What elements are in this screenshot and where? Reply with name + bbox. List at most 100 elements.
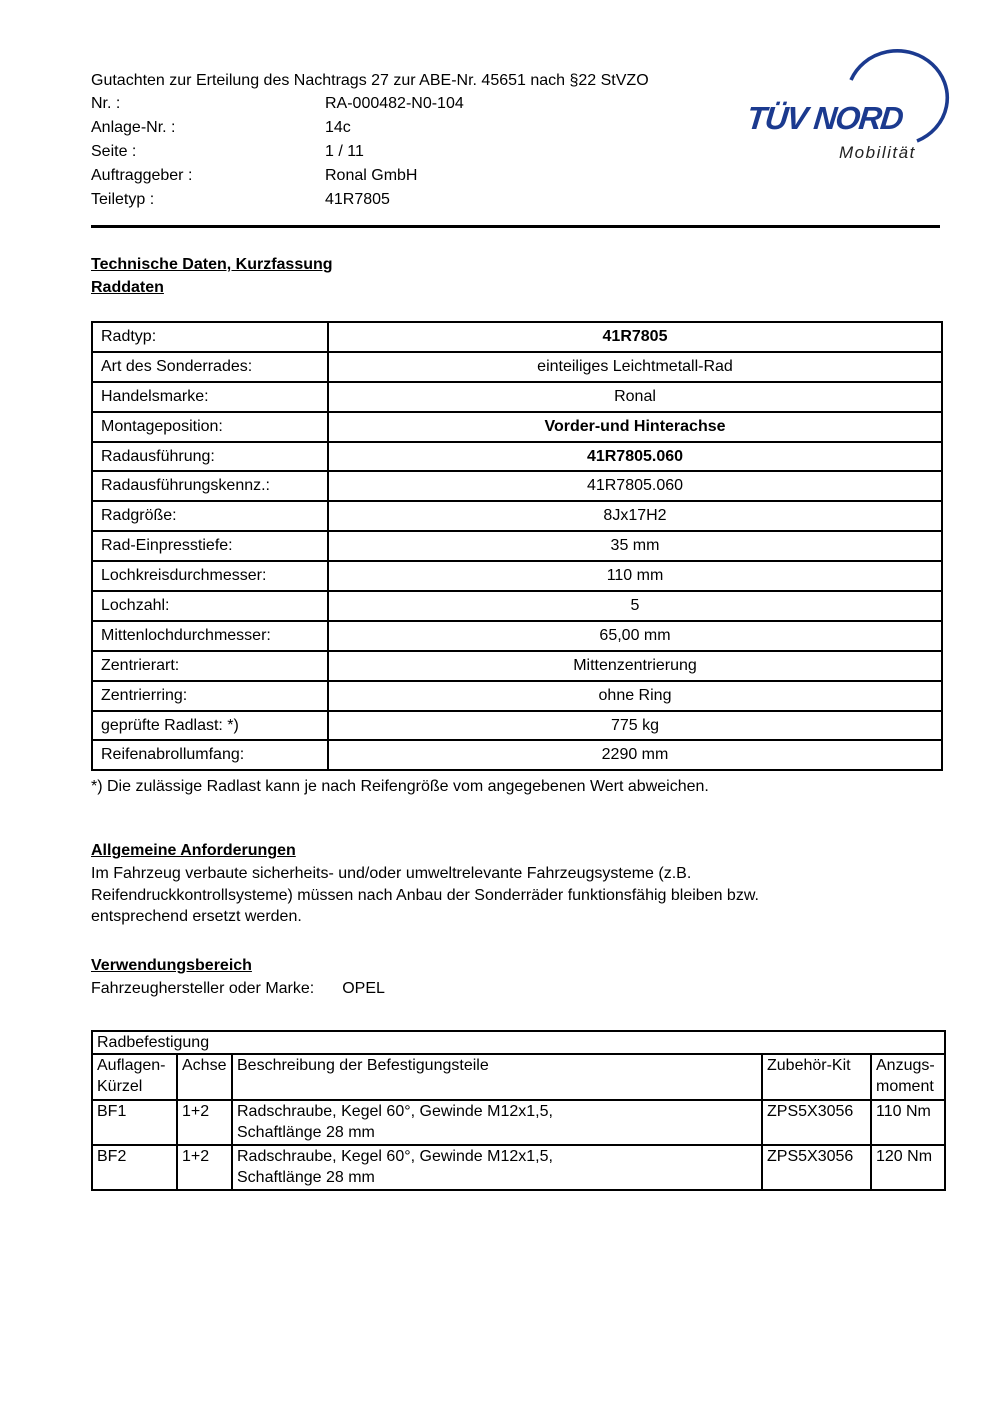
- meta-row-nr: Nr. : RA-000482-N0-104: [91, 92, 943, 116]
- meta-row-anlage: Anlage-Nr. : 14c: [91, 116, 943, 140]
- section-allgemeine-anforderungen: Allgemeine Anforderungen Im Fahrzeug ver…: [91, 839, 943, 928]
- meta-label: Seite :: [91, 143, 137, 160]
- row-label: Radtyp:: [91, 321, 329, 353]
- row-value: Mittenzentrierung: [327, 649, 943, 682]
- meta-value: 41R7805: [325, 191, 390, 208]
- table-title: Radbefestigung: [90, 1029, 947, 1055]
- row-value: 5: [327, 590, 943, 622]
- table-row: Rad-Einpresstiefe: 35 mm: [91, 530, 943, 563]
- manufacturer-label: Fahrzeughersteller oder Marke:: [91, 979, 315, 997]
- meta-value: 1 / 11: [325, 143, 364, 160]
- cell-code: BF2: [91, 1143, 178, 1191]
- col-header-beschreibung: Beschreibung der Befestigungsteile: [231, 1052, 763, 1101]
- cell-kit: ZPS5X3056: [761, 1098, 872, 1146]
- heading-allgemeine-anforderungen: Allgemeine Anforderungen: [91, 842, 296, 860]
- heading-raddaten: Raddaten: [91, 279, 164, 296]
- meta-label: Auftraggeber :: [91, 167, 193, 184]
- row-label: Lochzahl:: [91, 590, 329, 622]
- table-row: geprüfte Radlast: *) 775 kg: [91, 709, 943, 742]
- meta-row-seite: Seite : 1 / 11: [91, 140, 943, 164]
- col-header-auflagen-kuerzel: Auflagen- Kürzel: [91, 1052, 178, 1101]
- table-row: Radausführung: 41R7805.060: [91, 440, 943, 473]
- row-value: Ronal: [327, 380, 943, 413]
- cell-kit: ZPS5X3056: [761, 1143, 872, 1191]
- radbefestigung-table: Radbefestigung Auflagen- Kürzel Achse Be…: [90, 1029, 947, 1191]
- table-row: Zentrierring: ohne Ring: [91, 679, 943, 712]
- document-header: Gutachten zur Erteilung des Nachtrags 27…: [91, 0, 943, 228]
- row-label: Art des Sonderrades:: [91, 350, 329, 383]
- section-technical-headings: Technische Daten, Kurzfassung Raddaten: [91, 253, 943, 299]
- table-row: BF1 1+2 Radschraube, Kegel 60°, Gewinde …: [91, 1098, 947, 1146]
- row-label: Mittenlochdurchmesser:: [91, 619, 329, 652]
- row-value: 41R7805.060: [327, 470, 943, 503]
- row-label: Lochkreisdurchmesser:: [91, 560, 329, 593]
- row-value: 65,00 mm: [327, 619, 943, 652]
- cell-description: Radschraube, Kegel 60°, Gewinde M12x1,5,…: [231, 1143, 763, 1191]
- col-header-zubehoer-kit: Zubehör-Kit: [761, 1052, 872, 1101]
- heading-verwendungsbereich: Verwendungsbereich: [91, 956, 252, 974]
- row-label: Zentrierart:: [91, 649, 329, 682]
- meta-value: 14c: [325, 119, 351, 136]
- wheel-data-table: Radtyp: 41R7805 Art des Sonderrades: ein…: [91, 321, 943, 772]
- row-value: einteiliges Leichtmetall-Rad: [327, 350, 943, 383]
- row-value: 35 mm: [327, 530, 943, 563]
- table-row: Art des Sonderrades: einteiliges Leichtm…: [91, 350, 943, 383]
- table-row: Reifenabrollumfang: 2290 mm: [91, 739, 943, 772]
- row-label: Radgröße:: [91, 500, 329, 533]
- meta-value: Ronal GmbH: [325, 167, 418, 184]
- row-label: Reifenabrollumfang:: [91, 739, 329, 772]
- table-row: Mittenlochdurchmesser: 65,00 mm: [91, 619, 943, 652]
- row-value: 41R7805.060: [327, 440, 943, 473]
- table-row: Montageposition: Vorder-und Hinterachse: [91, 410, 943, 443]
- meta-row-auftraggeber: Auftraggeber : Ronal GmbH: [91, 164, 943, 188]
- table-row: Lochzahl: 5: [91, 590, 943, 622]
- row-value: 41R7805: [327, 321, 943, 353]
- manufacturer-value: OPEL: [342, 979, 385, 997]
- row-value: ohne Ring: [327, 679, 943, 712]
- header-divider: [91, 225, 940, 228]
- general-requirements-text: Im Fahrzeug verbaute sicherheits- und/od…: [91, 865, 759, 926]
- row-label: Handelsmarke:: [91, 380, 329, 413]
- row-value: 2290 mm: [327, 739, 943, 772]
- row-value: 775 kg: [327, 709, 943, 742]
- meta-label: Anlage-Nr. :: [91, 119, 176, 136]
- table-row: Radtyp: 41R7805: [91, 321, 943, 353]
- row-label: Rad-Einpresstiefe:: [91, 530, 329, 563]
- table-header-row: Auflagen- Kürzel Achse Beschreibung der …: [91, 1052, 947, 1101]
- row-label: geprüfte Radlast: *): [91, 709, 329, 742]
- manufacturer-line: Fahrzeughersteller oder Marke: OPEL: [91, 978, 943, 1000]
- spacer: [314, 978, 342, 1000]
- table-row: Handelsmarke: Ronal: [91, 380, 943, 413]
- section-verwendungsbereich: Verwendungsbereich Fahrzeughersteller od…: [91, 954, 943, 1000]
- logo-tagline: Mobilität: [839, 143, 916, 162]
- row-label: Radausführungskennz.:: [91, 470, 329, 503]
- row-value: 110 mm: [327, 560, 943, 593]
- col-header-anzugsmoment: Anzugs- moment: [869, 1052, 947, 1101]
- tuev-nord-logo: TÜV NORD Mobilität: [745, 40, 955, 172]
- radlast-footnote: *) Die zulässige Radlast kann je nach Re…: [91, 778, 709, 796]
- table-title-row: Radbefestigung: [90, 1029, 947, 1055]
- table-row: BF2 1+2 Radschraube, Kegel 60°, Gewinde …: [91, 1143, 947, 1191]
- meta-value: RA-000482-N0-104: [325, 95, 464, 112]
- cell-description: Radschraube, Kegel 60°, Gewinde M12x1,5,…: [231, 1098, 763, 1146]
- document-page: Gutachten zur Erteilung des Nachtrags 27…: [90, 0, 947, 1191]
- cell-torque: 110 Nm: [869, 1098, 947, 1146]
- meta-label: Teiletyp :: [91, 191, 155, 208]
- row-label: Radausführung:: [91, 440, 329, 473]
- document-title: Gutachten zur Erteilung des Nachtrags 27…: [91, 72, 649, 89]
- meta-label: Nr. :: [91, 95, 121, 112]
- table-row: Lochkreisdurchmesser: 110 mm: [91, 560, 943, 593]
- meta-row-teiletyp: Teiletyp : 41R7805: [91, 188, 943, 212]
- cell-axle: 1+2: [176, 1143, 233, 1191]
- row-value: 8Jx17H2: [327, 500, 943, 533]
- row-label: Montageposition:: [91, 410, 329, 443]
- table-row: Zentrierart: Mittenzentrierung: [91, 649, 943, 682]
- col-header-achse: Achse: [176, 1052, 233, 1101]
- cell-code: BF1: [91, 1098, 178, 1146]
- heading-technische-daten: Technische Daten, Kurzfassung: [91, 256, 333, 273]
- logo-arc-icon: [849, 49, 950, 143]
- row-label: Zentrierring:: [91, 679, 329, 712]
- table-row: Radgröße: 8Jx17H2: [91, 500, 943, 533]
- row-value: Vorder-und Hinterachse: [327, 410, 943, 443]
- cell-torque: 120 Nm: [869, 1143, 947, 1191]
